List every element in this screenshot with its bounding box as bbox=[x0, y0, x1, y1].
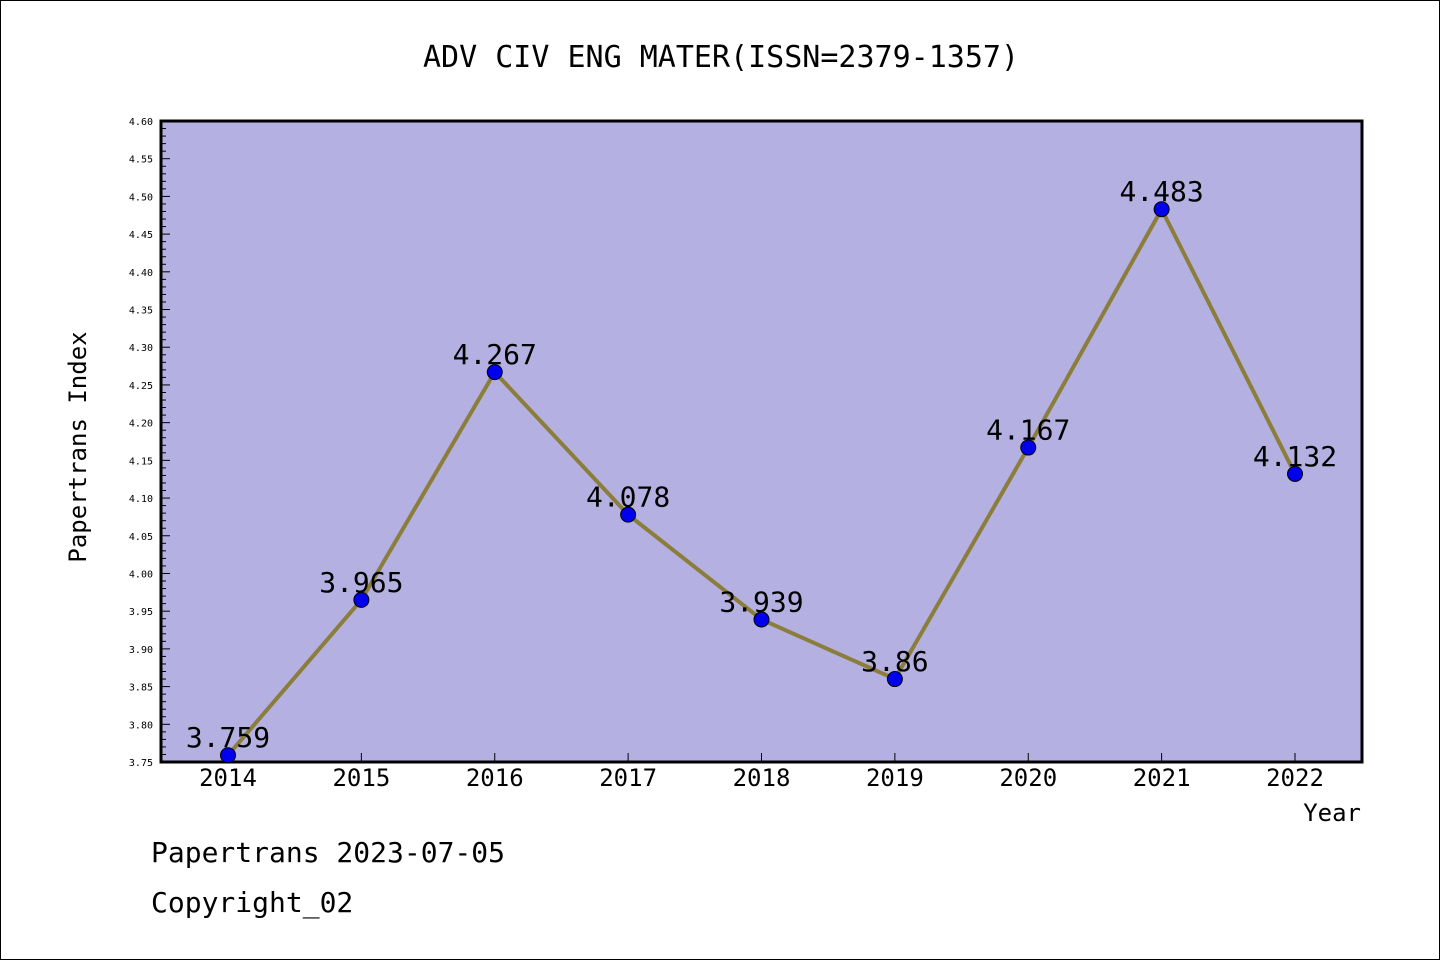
data-point bbox=[1020, 439, 1037, 456]
y-tick-label: 3.80 bbox=[129, 720, 153, 731]
data-point bbox=[486, 364, 503, 381]
y-tick-label: 4.20 bbox=[129, 419, 153, 430]
data-point bbox=[620, 506, 637, 523]
data-label: 4.078 bbox=[586, 481, 670, 514]
y-tick-label: 4.30 bbox=[129, 343, 153, 354]
y-axis: 3.75 3.80 3.85 3.90 3.95 4.00 4.05 4.10 4.15 4.20… bbox=[129, 117, 170, 769]
y-tick-label: 4.10 bbox=[129, 494, 153, 505]
y-tick-label: 4.45 bbox=[129, 230, 153, 241]
data-label: 4.167 bbox=[986, 414, 1070, 447]
data-point bbox=[220, 747, 236, 764]
y-tick-label: 4.35 bbox=[129, 306, 153, 317]
data-label: 4.483 bbox=[1119, 175, 1203, 208]
footer-copyright: Copyright_02 bbox=[151, 886, 354, 919]
x-tick-label: 2018 bbox=[733, 764, 791, 792]
x-tick-label: 2021 bbox=[1133, 764, 1191, 792]
data-point bbox=[886, 671, 903, 688]
x-tick-label: 2015 bbox=[332, 764, 390, 792]
y-tick-label: 4.55 bbox=[129, 155, 153, 166]
x-tick-label: 2017 bbox=[599, 764, 657, 792]
x-tick-label: 2022 bbox=[1266, 764, 1324, 792]
x-tick-label: 2020 bbox=[999, 764, 1057, 792]
data-label: 4.132 bbox=[1253, 440, 1337, 473]
x-tick-label: 2016 bbox=[466, 764, 524, 792]
data-point bbox=[353, 591, 370, 608]
data-label: 4.267 bbox=[453, 338, 537, 371]
x-axis-label: Year bbox=[1303, 799, 1361, 827]
data-label: 3.939 bbox=[719, 585, 803, 618]
x-tick-label: 2014 bbox=[199, 764, 257, 792]
y-tick-label: 4.25 bbox=[129, 381, 153, 392]
y-tick-label: 3.75 bbox=[129, 758, 153, 769]
y-tick-label: 3.85 bbox=[129, 683, 153, 694]
data-label: 3.759 bbox=[186, 721, 270, 754]
data-point bbox=[1153, 201, 1170, 218]
data-label: 3.965 bbox=[319, 566, 403, 599]
y-tick-label: 4.15 bbox=[129, 456, 153, 467]
series-group: 3.759 3.965 4.267 4.078 3.939 3.86 4.167 4.483 4… bbox=[186, 175, 1337, 764]
x-tick-label: 2019 bbox=[866, 764, 924, 792]
chart-title: ADV CIV ENG MATER(ISSN=2379-1357) bbox=[423, 40, 1019, 75]
y-tick-label: 3.95 bbox=[129, 607, 153, 618]
y-tick-label: 4.60 bbox=[129, 117, 153, 128]
y-tick-label: 4.05 bbox=[129, 532, 153, 543]
plot-area bbox=[159, 119, 1364, 764]
y-axis-label: Papertrans Index bbox=[64, 331, 92, 562]
y-tick-label: 4.00 bbox=[129, 569, 153, 580]
footer-date: Papertrans 2023-07-05 bbox=[151, 836, 506, 869]
y-tick-label: 4.50 bbox=[129, 192, 153, 203]
x-axis: 2014 2015 2016 2017 2018 2019 2020 2021 2022 bbox=[199, 753, 1324, 792]
data-point bbox=[753, 611, 770, 628]
y-tick-label: 4.40 bbox=[129, 268, 153, 279]
data-point bbox=[1287, 465, 1303, 482]
data-label: 3.86 bbox=[861, 645, 928, 678]
y-tick-label: 3.90 bbox=[129, 645, 153, 656]
